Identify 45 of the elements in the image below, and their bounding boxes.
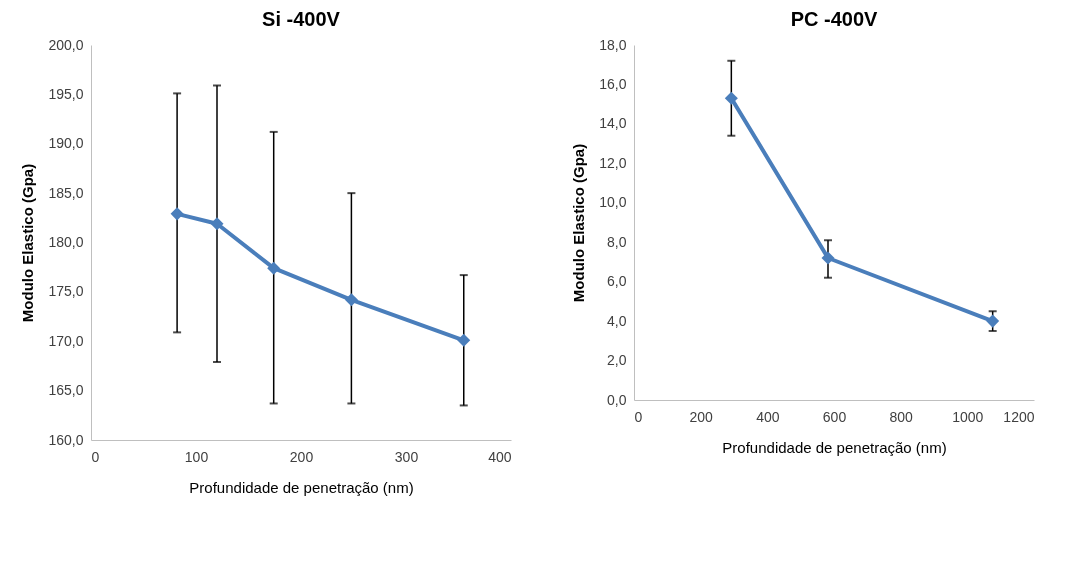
y-tick-label: 8,0	[607, 233, 627, 250]
point	[821, 251, 835, 265]
y-tick-label: 12,0	[599, 154, 627, 171]
y-axis-title: Modulo Elastico (Gpa)	[19, 163, 37, 323]
y-tick-label: 180,0	[48, 234, 84, 250]
y-tick-label: 0,0	[607, 391, 627, 408]
y-tick-label: 4,0	[607, 312, 627, 329]
y-tick-label: 195,0	[48, 85, 84, 102]
y-tick-label: 185,0	[48, 184, 84, 201]
y-tick-label: 160,0	[48, 431, 84, 448]
x-tick-label: 0	[634, 408, 643, 425]
y-tick-label: 170,0	[48, 332, 84, 349]
y-tick-label: 6,0	[607, 273, 627, 290]
chart-title: Si -400V	[262, 8, 341, 30]
y-tick-label: 165,0	[48, 382, 84, 399]
x-tick-label: 600	[822, 408, 847, 425]
point	[457, 333, 471, 347]
x-tick-label: 1200	[1003, 408, 1035, 425]
point	[210, 217, 224, 231]
point	[170, 207, 184, 221]
x-axis-title: Profundidade de penetração (nm)	[189, 478, 414, 496]
y-tick-label: 190,0	[48, 135, 84, 152]
y-tick-label: 10,0	[599, 194, 627, 211]
x-tick-label: 400	[756, 408, 780, 425]
point	[724, 91, 738, 105]
x-tick-label: 800	[889, 408, 914, 425]
point	[267, 261, 281, 275]
x-tick-label: 200	[689, 408, 714, 425]
x-tick-label: 1000	[952, 408, 984, 425]
chart-title: PC -400V	[790, 8, 879, 30]
y-axis-title: Modulo Elastico (Gpa)	[570, 143, 588, 303]
y-tick-label: 18,0	[599, 36, 627, 53]
y-tick-label: 14,0	[599, 115, 627, 132]
point	[344, 293, 358, 307]
x-tick-label: 0	[91, 448, 100, 465]
y-tick-label: 175,0	[48, 283, 84, 300]
x-tick-label: 100	[184, 448, 209, 465]
x-tick-label: 400	[488, 448, 512, 465]
y-tick-label: 200,0	[48, 36, 84, 53]
y-tick-label: 16,0	[599, 75, 627, 92]
point	[986, 314, 1000, 328]
x-tick-label: 300	[394, 448, 419, 465]
x-axis-title: Profundidade de penetração (nm)	[722, 438, 947, 456]
y-tick-label: 2,0	[607, 352, 627, 369]
x-tick-label: 200	[289, 448, 314, 465]
